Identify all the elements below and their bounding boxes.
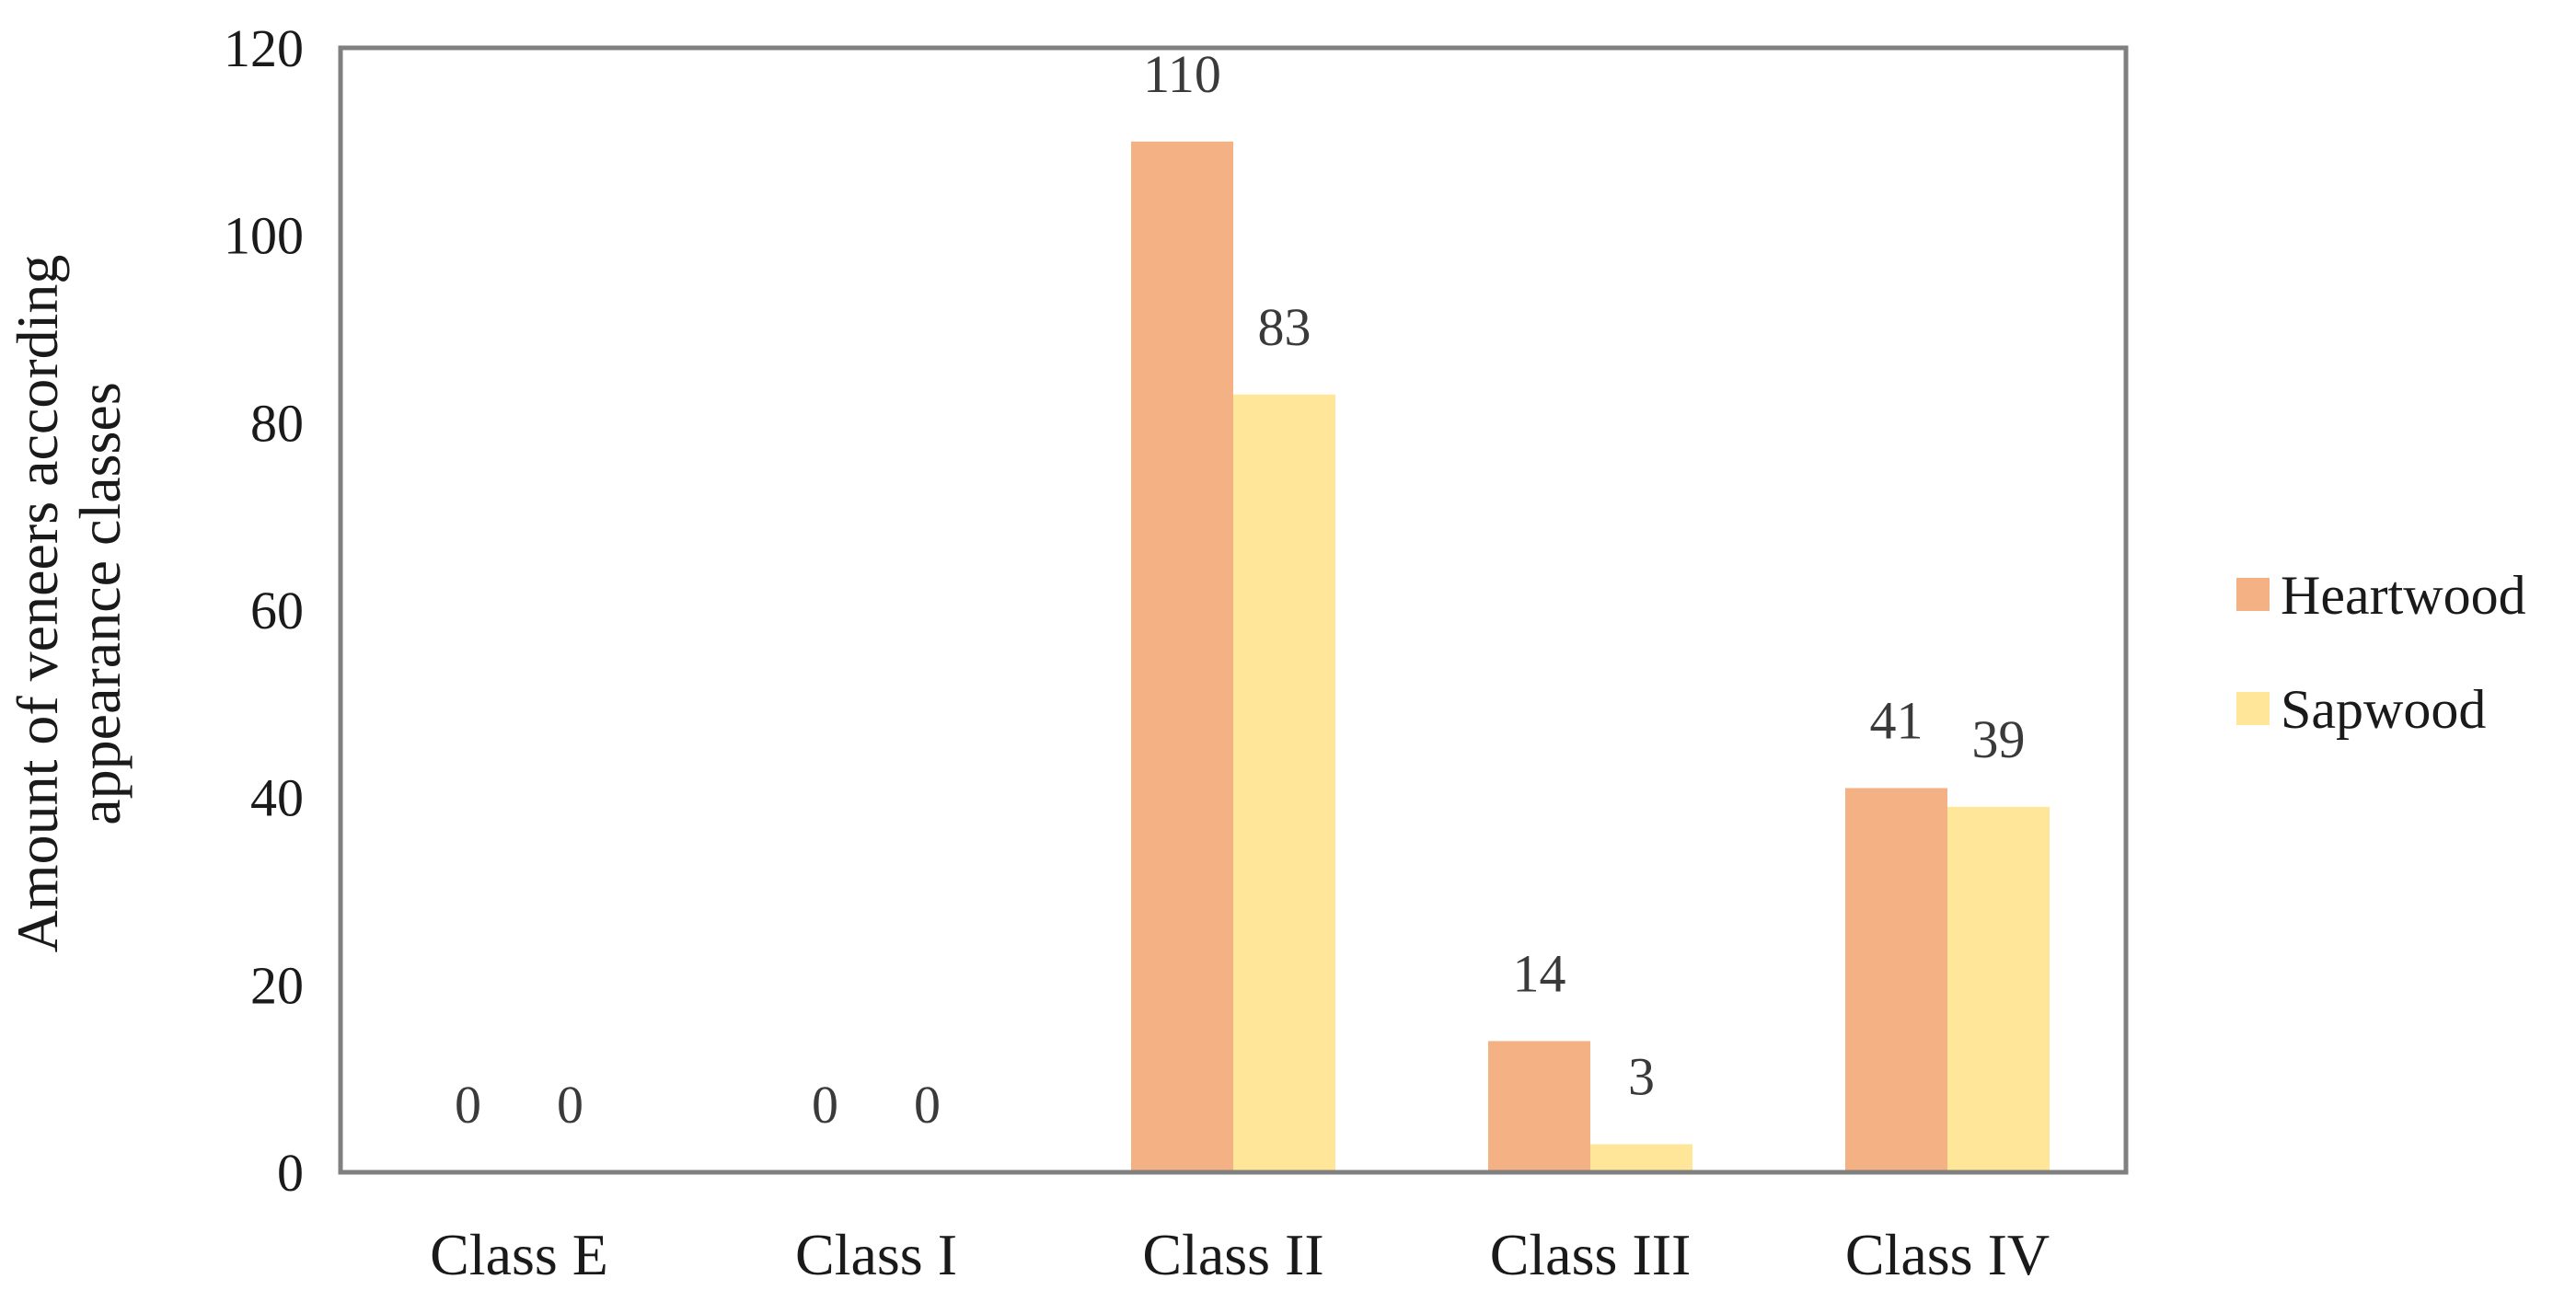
y-tick-label: 120 (224, 18, 304, 78)
x-category-label: Class E (430, 1222, 608, 1287)
x-category-label: Class III (1490, 1222, 1692, 1287)
y-axis-ticks: 0 20 40 60 80 100 120 (224, 18, 304, 1203)
data-labels: 0 0 0 0 110 83 14 3 41 39 (455, 44, 2026, 1135)
data-label-sapwood: 3 (1628, 1046, 1655, 1106)
y-tick-label: 0 (277, 1143, 304, 1203)
data-label-sapwood: 0 (914, 1075, 941, 1135)
x-category-label: Class I (795, 1222, 957, 1287)
y-tick-label: 60 (250, 581, 304, 640)
legend-swatch-sapwood (2236, 692, 2270, 725)
y-tick-label: 80 (250, 393, 304, 453)
data-label-sapwood: 39 (1972, 709, 2026, 769)
y-axis-title: Amount of veneers according appearance c… (5, 255, 133, 953)
bar-heartwood (1488, 1041, 1590, 1172)
bar-sapwood (1947, 806, 2050, 1172)
legend-label-sapwood: Sapwood (2281, 679, 2486, 740)
data-label-heartwood: 0 (812, 1075, 838, 1135)
data-label-heartwood: 0 (455, 1075, 481, 1135)
y-tick-label: 100 (224, 206, 304, 266)
data-label-heartwood: 41 (1870, 690, 1923, 750)
bar-heartwood (1131, 141, 1233, 1172)
legend: Heartwood Sapwood (2236, 565, 2526, 740)
x-category-label: Class IV (1845, 1222, 2050, 1287)
data-label-sapwood: 83 (1258, 297, 1311, 357)
y-axis-title-line-1: Amount of veneers according (5, 255, 70, 953)
bar-sapwood (1233, 394, 1335, 1172)
bar-heartwood (1845, 788, 1947, 1172)
plot-area-border (338, 45, 2129, 1175)
x-axis-categories: Class E Class I Class II Class III Class IV (430, 1222, 2050, 1287)
data-label-heartwood: 14 (1513, 943, 1566, 1003)
bar-sapwood (1590, 1144, 1692, 1172)
x-category-label: Class II (1142, 1222, 1323, 1287)
y-tick-label: 40 (250, 768, 304, 828)
data-label-heartwood: 110 (1143, 44, 1221, 104)
y-tick-label: 20 (250, 955, 304, 1015)
bar-group (1131, 141, 2050, 1172)
y-axis-title-line-2: appearance classes (67, 382, 133, 824)
data-label-sapwood: 0 (557, 1075, 583, 1135)
legend-label-heartwood: Heartwood (2281, 565, 2526, 626)
legend-swatch-heartwood (2236, 578, 2270, 611)
